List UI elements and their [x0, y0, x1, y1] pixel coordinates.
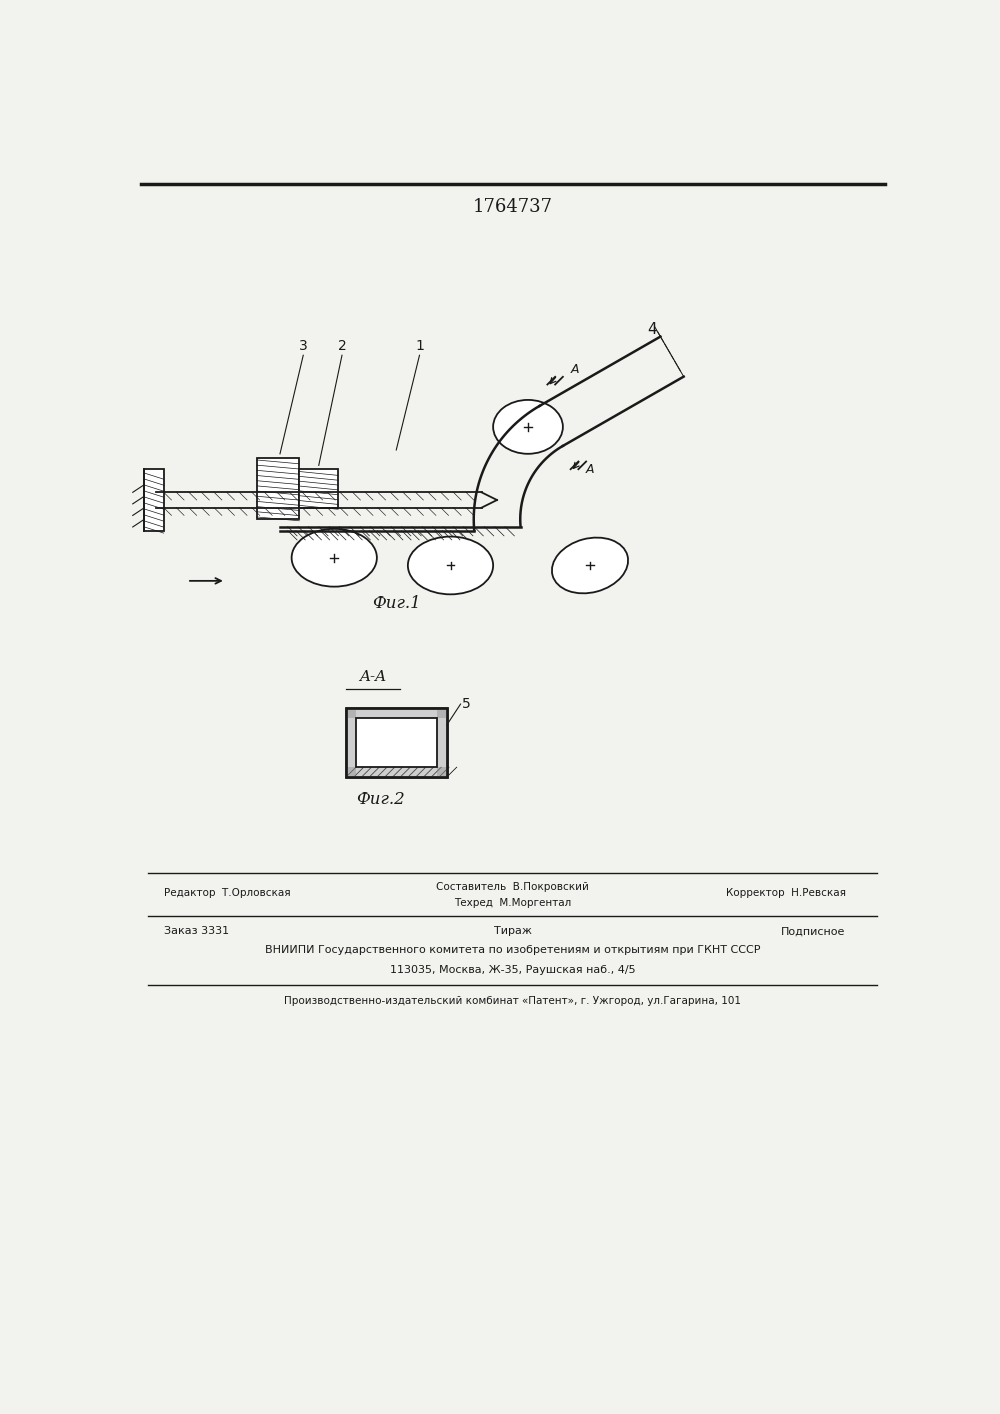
Polygon shape — [346, 768, 447, 778]
Text: 2: 2 — [338, 339, 346, 354]
Text: 5: 5 — [462, 697, 471, 711]
Text: 113035, Москва, Ж-35, Раушская наб., 4/5: 113035, Москва, Ж-35, Раушская наб., 4/5 — [390, 964, 635, 974]
Polygon shape — [356, 718, 437, 768]
Polygon shape — [346, 708, 356, 778]
Polygon shape — [257, 458, 299, 519]
Text: Подписное: Подписное — [781, 926, 846, 936]
Ellipse shape — [408, 536, 493, 594]
Text: ВНИИПИ Государственного комитета по изобретениям и открытиям при ГКНТ СССР: ВНИИПИ Государственного комитета по изоб… — [265, 946, 760, 956]
Polygon shape — [346, 708, 447, 718]
Text: 3: 3 — [299, 339, 308, 354]
Text: Редактор  Т.Орловская: Редактор Т.Орловская — [164, 888, 290, 898]
Polygon shape — [299, 469, 338, 508]
Ellipse shape — [493, 400, 563, 454]
Polygon shape — [346, 708, 447, 778]
Text: Заказ 3331: Заказ 3331 — [164, 926, 229, 936]
Text: Фиг.2: Фиг.2 — [356, 792, 405, 809]
Text: 1764737: 1764737 — [473, 198, 552, 216]
Text: Тираж: Тираж — [494, 926, 532, 936]
Text: Техред  М.Моргентал: Техред М.Моргентал — [454, 898, 571, 908]
Text: A: A — [571, 363, 579, 376]
Polygon shape — [437, 708, 447, 778]
Text: Корректор  Н.Ревская: Корректор Н.Ревская — [726, 888, 846, 898]
Text: 4: 4 — [647, 322, 657, 338]
Text: Фиг.1: Фиг.1 — [372, 595, 421, 612]
Ellipse shape — [292, 529, 377, 587]
Text: Составитель  В.Покровский: Составитель В.Покровский — [436, 882, 589, 892]
Text: Производственно-издательский комбинат «Патент», г. Ужгород, ул.Гагарина, 101: Производственно-издательский комбинат «П… — [284, 995, 741, 1005]
Polygon shape — [144, 469, 164, 530]
Text: 1: 1 — [415, 339, 424, 354]
Text: A-A: A-A — [359, 670, 387, 684]
Ellipse shape — [552, 537, 628, 594]
Text: A: A — [586, 462, 595, 477]
